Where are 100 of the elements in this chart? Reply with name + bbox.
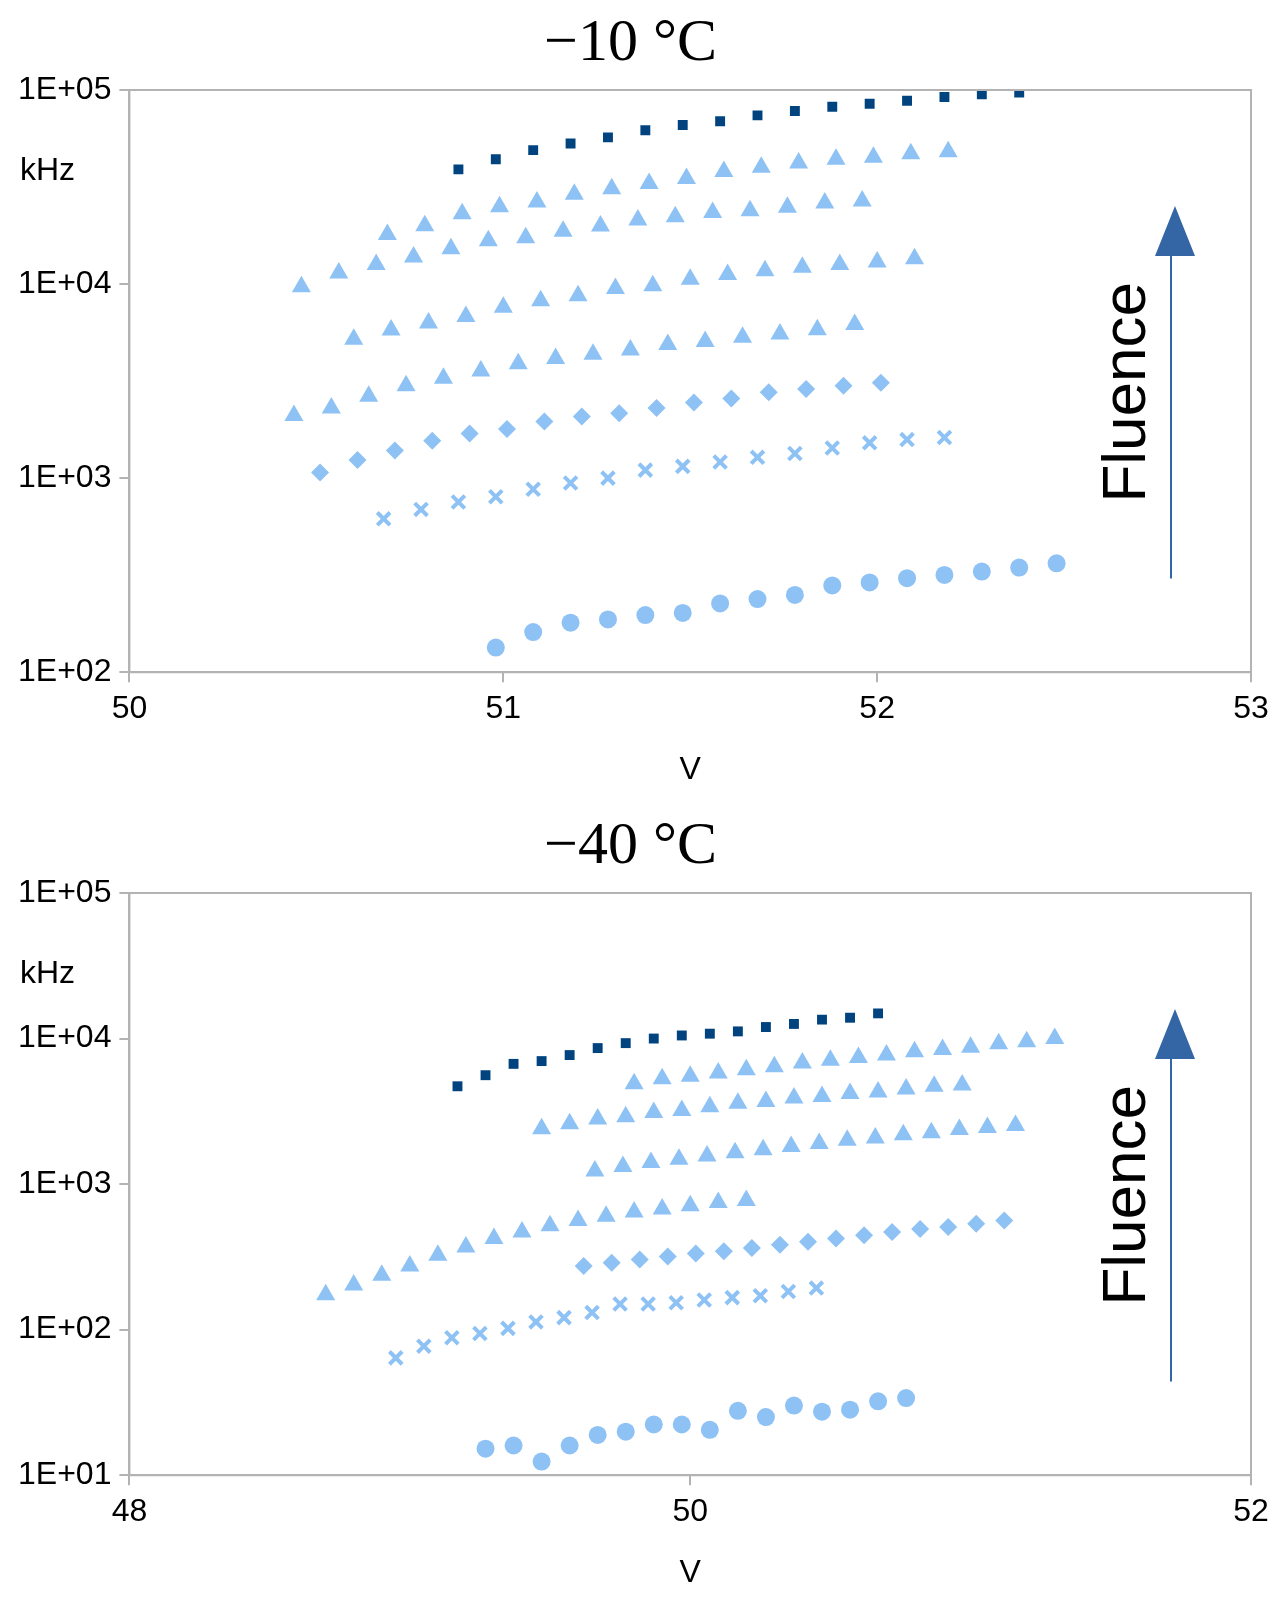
point: [786, 445, 804, 462]
point: [583, 1304, 601, 1321]
point: [826, 148, 846, 165]
point: [1047, 554, 1066, 573]
point: [673, 603, 692, 622]
point: [531, 289, 551, 307]
x-tick-label: 51: [485, 689, 522, 726]
point: [568, 1209, 588, 1227]
point: [781, 1135, 801, 1153]
point: [840, 1082, 860, 1099]
point: [596, 1205, 616, 1222]
point: [555, 1309, 573, 1326]
point: [777, 196, 797, 213]
x-axis-title: V: [679, 1552, 702, 1589]
point: [644, 1415, 663, 1434]
point: [1010, 558, 1029, 577]
annotation: Fluence: [1088, 1084, 1159, 1309]
point: [860, 573, 879, 592]
point: [714, 160, 734, 178]
point: [620, 338, 640, 356]
point: [823, 576, 842, 595]
point: [613, 1155, 633, 1173]
point: [478, 229, 498, 247]
point: [935, 565, 954, 584]
point: [784, 1087, 804, 1104]
point: [658, 1247, 677, 1266]
point: [636, 461, 654, 479]
point: [837, 1129, 857, 1146]
y-tick-label: 1E+02: [18, 652, 112, 689]
point: [493, 296, 513, 313]
point: [598, 610, 617, 629]
point: [329, 262, 349, 279]
y-axis-title: kHz: [20, 151, 76, 188]
point: [639, 1295, 657, 1313]
point: [728, 1401, 747, 1420]
point: [396, 374, 416, 392]
point: [321, 396, 341, 414]
point: [628, 208, 648, 226]
point: [807, 318, 827, 336]
point: [616, 1422, 635, 1441]
point: [684, 393, 703, 412]
point: [487, 488, 505, 506]
point: [387, 1349, 405, 1367]
point: [809, 1132, 829, 1150]
point: [665, 205, 685, 223]
point: [486, 638, 505, 657]
point: [583, 343, 603, 360]
point: [348, 451, 367, 469]
point: [1005, 1114, 1025, 1131]
point: [418, 312, 439, 329]
point: [848, 1046, 868, 1064]
point: [855, 1226, 874, 1245]
point: [876, 1044, 897, 1061]
point: [736, 1189, 756, 1207]
point: [711, 594, 730, 613]
y-tick-label: 1E+03: [18, 457, 112, 494]
point: [736, 1058, 756, 1076]
point: [443, 1329, 461, 1347]
point: [535, 412, 554, 431]
point: [460, 424, 479, 443]
point: [703, 201, 723, 218]
y-tick-label: 1E+01: [18, 1455, 112, 1492]
point: [905, 247, 925, 265]
point: [344, 1273, 364, 1291]
x-tick-label: 50: [111, 689, 148, 726]
point: [527, 1313, 545, 1331]
x-tick-label: 52: [1233, 1492, 1269, 1529]
point: [404, 245, 424, 263]
point: [1017, 1030, 1037, 1048]
point: [560, 1112, 580, 1130]
point: [841, 1400, 860, 1419]
point: [564, 183, 584, 200]
point: [574, 1256, 593, 1275]
point: [532, 1117, 552, 1135]
point: [733, 326, 753, 343]
point: [498, 420, 517, 439]
point: [532, 1452, 551, 1471]
y-tick-label: 1E+02: [18, 1309, 112, 1346]
point: [504, 1436, 523, 1455]
point: [725, 1141, 745, 1159]
point: [898, 431, 916, 448]
point: [798, 1232, 817, 1251]
point: [499, 1320, 517, 1337]
chart-title: −10 °C: [544, 6, 717, 73]
point: [568, 284, 588, 302]
point: [490, 195, 510, 213]
point: [572, 407, 591, 426]
point: [428, 1244, 448, 1261]
point: [711, 453, 729, 471]
point: [700, 1095, 720, 1113]
point: [896, 1078, 916, 1095]
point: [797, 379, 816, 398]
point: [291, 275, 311, 293]
point: [905, 1040, 925, 1058]
point: [311, 463, 330, 482]
x-axis-title: V: [679, 749, 702, 786]
point: [753, 1138, 773, 1156]
point: [852, 189, 872, 207]
point: [400, 1254, 420, 1272]
point: [508, 352, 528, 370]
